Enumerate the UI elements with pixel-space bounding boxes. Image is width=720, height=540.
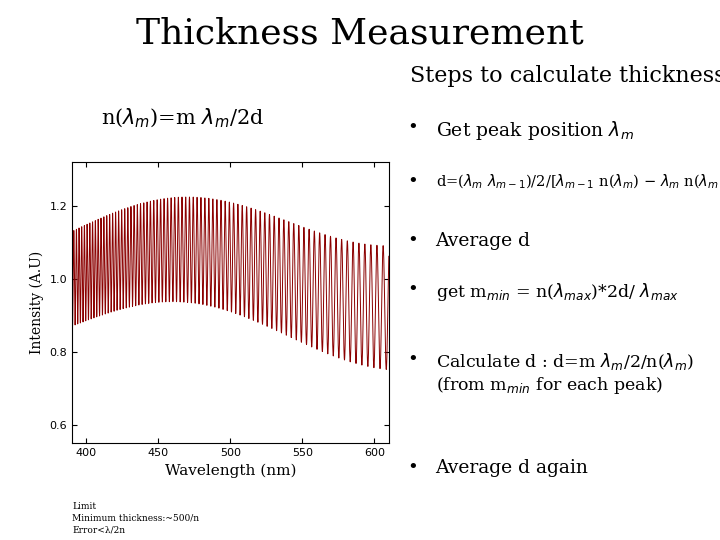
Text: •: • bbox=[407, 281, 418, 299]
Text: Steps to calculate thickness: Steps to calculate thickness bbox=[410, 65, 720, 87]
Text: •: • bbox=[407, 459, 418, 477]
X-axis label: Wavelength (nm): Wavelength (nm) bbox=[165, 463, 296, 477]
Text: Calculate d : d=m $\lambda_m$/2/n($\lambda_m$)
(from m$_{min}$ for each peak): Calculate d : d=m $\lambda_m$/2/n($\lamb… bbox=[436, 351, 693, 396]
Text: Limit
Minimum thickness:~500/n
Error<λ/2n: Limit Minimum thickness:~500/n Error<λ/2… bbox=[72, 502, 199, 535]
Text: Average d again: Average d again bbox=[436, 459, 588, 477]
Text: Thickness Measurement: Thickness Measurement bbox=[136, 16, 584, 50]
Text: •: • bbox=[407, 173, 418, 191]
Text: n($\lambda_m$)=m $\lambda_m$/2d: n($\lambda_m$)=m $\lambda_m$/2d bbox=[101, 106, 264, 130]
Text: Get peak position $\lambda_m$: Get peak position $\lambda_m$ bbox=[436, 119, 634, 142]
Text: •: • bbox=[407, 232, 418, 250]
Text: get m$_{min}$ = n($\lambda_{max}$)*2d/ $\lambda_{max}$: get m$_{min}$ = n($\lambda_{max}$)*2d/ $… bbox=[436, 281, 678, 303]
Text: d=($\lambda_m$ $\lambda_{m-1}$)/2/[$\lambda_{m-1}$ n($\lambda_m$) $-$ $\lambda_m: d=($\lambda_m$ $\lambda_{m-1}$)/2/[$\lam… bbox=[436, 173, 720, 191]
Y-axis label: Intensity (A.U): Intensity (A.U) bbox=[30, 251, 44, 354]
Text: Average d: Average d bbox=[436, 232, 531, 250]
Text: •: • bbox=[407, 119, 418, 137]
Text: •: • bbox=[407, 351, 418, 369]
